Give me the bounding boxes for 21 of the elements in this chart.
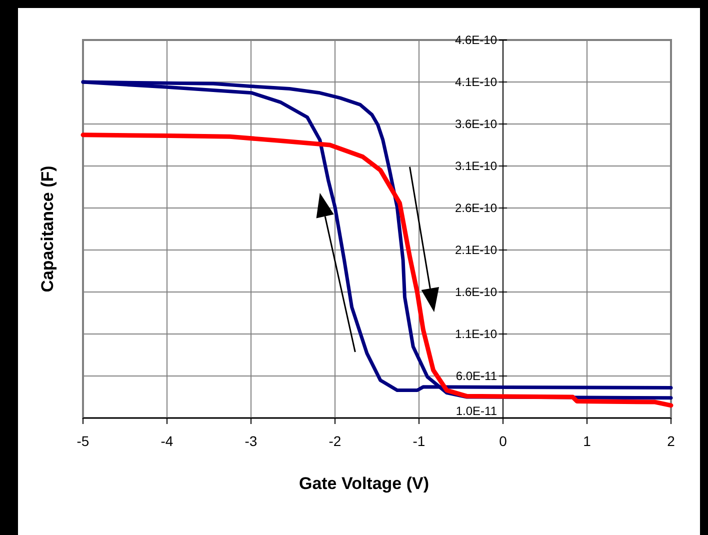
x-tick-label: -3 [244,433,258,449]
x-tick-label: -5 [76,433,90,449]
y-tick-label: 1.1E-10 [454,327,498,341]
y-tick-label: 4.6E-10 [454,33,498,47]
x-tick-label: -4 [160,433,174,449]
y-tick-label: 1.0E-11 [456,404,498,418]
y-tick-label: 6.0E-11 [456,369,498,383]
x-tick-label: 0 [499,433,508,449]
y-tick-label: 3.1E-10 [454,159,498,173]
y-tick-label: 3.6E-10 [454,117,498,131]
y-tick-label: 2.6E-10 [454,201,498,215]
y-tick-label: 1.6E-10 [454,285,498,299]
x-tick-label: 1 [583,433,592,449]
y-tick-label: 2.1E-10 [454,243,498,257]
y-tick-label: 4.1E-10 [454,75,498,89]
x-tick-label: -1 [412,433,426,449]
x-axis-title: Gate Voltage (V) [298,474,430,493]
x-tick-label: 2 [667,433,676,449]
x-tick-label: -2 [328,433,342,449]
y-axis-title: Capacitance (F) [38,166,57,292]
line-series [80,132,674,408]
